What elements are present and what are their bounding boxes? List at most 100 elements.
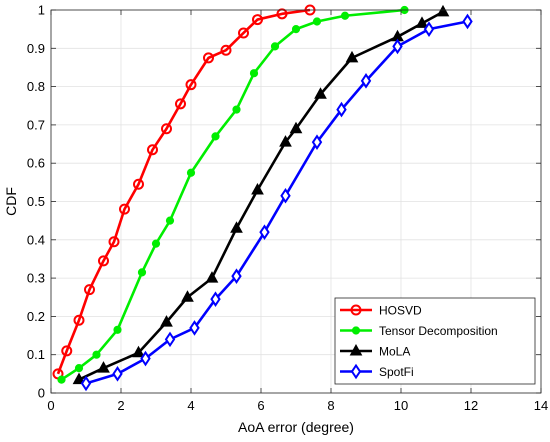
data-point — [147, 144, 158, 156]
data-point — [203, 52, 214, 64]
data-point — [210, 291, 221, 307]
series-spotfi — [80, 13, 473, 392]
data-point — [133, 178, 144, 190]
data-point — [340, 11, 350, 20]
data-point — [238, 27, 249, 39]
data-point — [252, 14, 263, 26]
y-tick-label: 0.2 — [27, 309, 45, 324]
data-point — [232, 105, 241, 114]
data-point — [119, 203, 130, 215]
data-point — [189, 320, 200, 336]
data-point — [231, 268, 242, 284]
data-point — [276, 8, 288, 20]
y-tick-label: 0.6 — [27, 156, 45, 171]
x-tick-label: 14 — [534, 398, 548, 413]
data-point — [230, 221, 243, 233]
x-tick-label: 4 — [187, 398, 194, 413]
y-tick-label: 0.7 — [27, 117, 45, 132]
legend: HOSVD Tensor Decomposition MoLA SpotFi — [334, 297, 536, 385]
data-point — [181, 290, 194, 302]
series-tensor-decomposition — [57, 5, 409, 384]
legend-item: HOSVD — [340, 304, 422, 318]
data-point — [345, 50, 359, 63]
data-point — [160, 315, 173, 327]
series-mola — [72, 4, 450, 385]
legend-label: HOSVD — [379, 304, 422, 318]
legend-item: Tensor Decomposition — [340, 324, 498, 338]
x-tick-label: 8 — [327, 398, 334, 413]
y-tick-label: 0.1 — [27, 347, 45, 362]
data-point — [92, 350, 101, 359]
x-tick-label: 10 — [394, 398, 408, 413]
y-tick-label: 0.5 — [27, 194, 45, 209]
x-axis-title: AoA error (degree) — [238, 419, 354, 435]
data-point — [249, 69, 259, 78]
data-point — [291, 25, 301, 34]
data-point — [175, 98, 186, 110]
data-point — [336, 101, 347, 118]
y-tick-label: 0.4 — [27, 232, 45, 247]
data-point — [312, 17, 322, 26]
data-point — [151, 239, 161, 248]
data-point — [61, 345, 73, 357]
data-point — [251, 182, 264, 195]
x-tick-label: 6 — [257, 398, 264, 413]
data-point — [205, 271, 219, 283]
series-hosvd — [52, 4, 316, 380]
data-point — [72, 372, 86, 385]
data-point — [74, 364, 84, 373]
data-point — [165, 216, 175, 225]
data-point — [57, 375, 66, 384]
data-point — [211, 132, 220, 141]
data-point — [80, 375, 92, 392]
data-point — [311, 134, 323, 150]
data-point — [279, 135, 292, 147]
x-tick-label: 2 — [117, 398, 124, 413]
data-point — [137, 268, 147, 277]
legend-marker — [350, 304, 362, 316]
data-point — [423, 21, 435, 37]
data-point — [113, 325, 122, 334]
legend-marker — [350, 363, 362, 380]
legend-item: MoLA — [340, 343, 410, 359]
data-point — [280, 187, 291, 204]
data-point — [161, 123, 172, 135]
data-point — [270, 42, 280, 51]
data-point — [289, 121, 303, 134]
data-point — [186, 168, 196, 177]
data-point — [185, 79, 197, 91]
data-point — [73, 314, 85, 326]
legend-label: Tensor Decomposition — [379, 324, 498, 338]
axis-ticks: 0 2 4 6 8 10 12 14 0 0.1 0.2 0.3 0.4 0.5 0.6 0.7 0.8 0.9 1 — [27, 3, 548, 414]
legend-item: SpotFi — [340, 363, 414, 380]
y-tick-label: 0 — [38, 386, 45, 401]
data-point — [314, 87, 327, 99]
data-point — [97, 361, 110, 373]
data-point — [164, 331, 176, 348]
series-line — [60, 8, 405, 381]
data-point — [112, 366, 123, 382]
x-tick-label: 0 — [47, 398, 54, 413]
y-tick-label: 0.3 — [27, 271, 45, 286]
legend-label: MoLA — [379, 345, 410, 359]
data-point — [415, 16, 429, 28]
y-tick-label: 0.8 — [27, 79, 45, 94]
legend-marker — [351, 326, 361, 335]
data-point — [360, 73, 372, 89]
legend-marker — [349, 343, 363, 356]
x-tick-label: 12 — [464, 398, 478, 413]
data-point — [140, 350, 151, 367]
y-tick-label: 1 — [38, 3, 45, 18]
series-layer — [52, 4, 473, 392]
data-point — [436, 4, 450, 17]
data-point — [98, 255, 109, 267]
data-point — [84, 284, 95, 296]
legend-label: SpotFi — [379, 365, 414, 379]
data-point — [259, 224, 270, 240]
legend-box — [334, 297, 536, 385]
y-tick-label: 0.9 — [27, 41, 45, 56]
data-point — [108, 236, 120, 248]
data-point — [392, 38, 403, 55]
data-point — [220, 44, 232, 56]
